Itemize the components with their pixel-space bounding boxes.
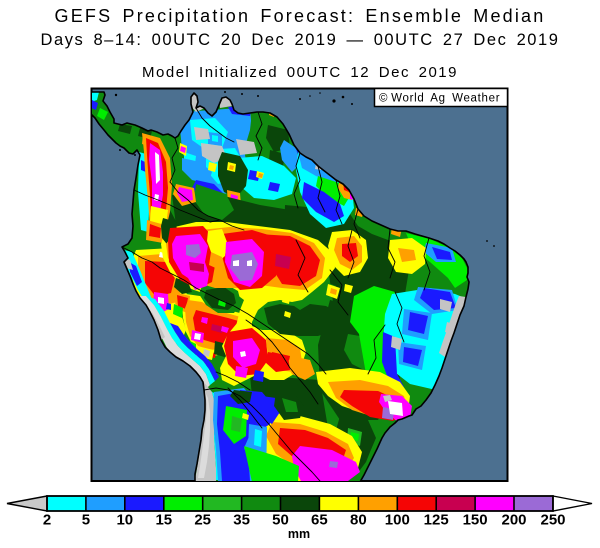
svg-text:250: 250 xyxy=(540,512,565,529)
svg-text:200: 200 xyxy=(501,512,526,529)
svg-text:mm: mm xyxy=(288,527,310,541)
svg-text:© World Ag Weather: © World Ag Weather xyxy=(379,93,500,105)
svg-text:50: 50 xyxy=(272,512,289,529)
svg-text:100: 100 xyxy=(385,512,410,529)
svg-text:65: 65 xyxy=(311,512,328,529)
svg-text:35: 35 xyxy=(233,512,250,529)
svg-text:125: 125 xyxy=(424,512,449,529)
svg-text:15: 15 xyxy=(155,512,172,529)
svg-text:10: 10 xyxy=(116,512,133,529)
svg-text:80: 80 xyxy=(350,512,367,529)
svg-text:25: 25 xyxy=(194,512,211,529)
svg-text:2: 2 xyxy=(43,512,51,529)
svg-text:5: 5 xyxy=(82,512,90,529)
svg-text:150: 150 xyxy=(463,512,488,529)
